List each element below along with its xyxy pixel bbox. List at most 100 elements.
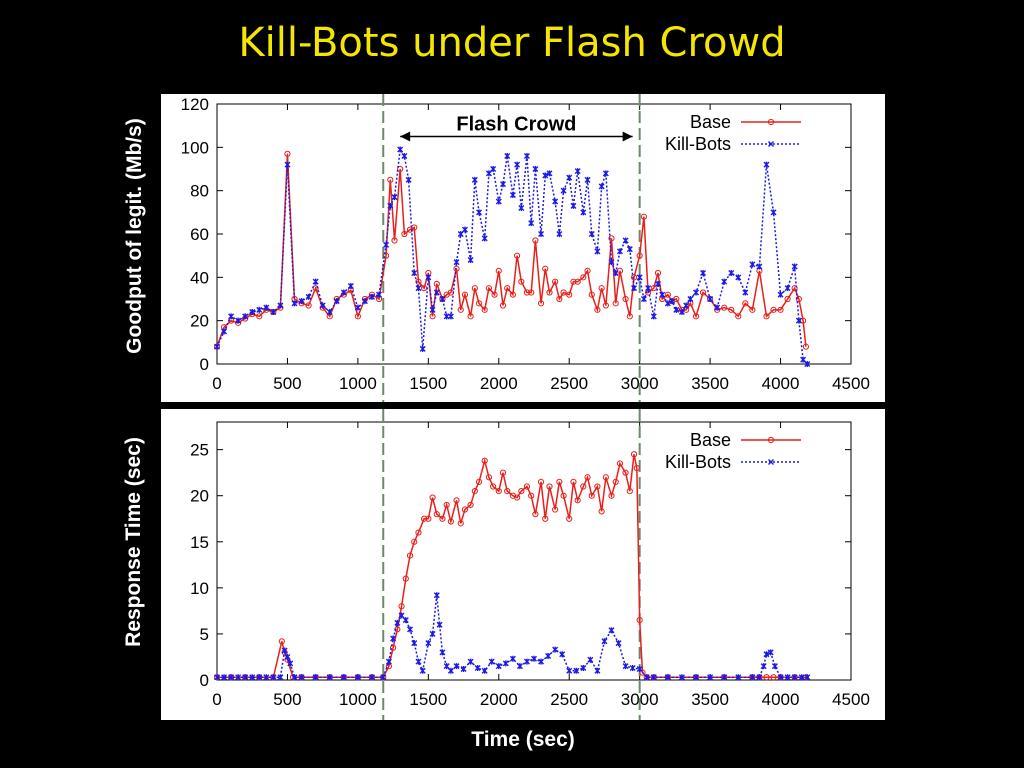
goodput-base-point bbox=[664, 291, 671, 298]
goodput-kill-bots-point bbox=[763, 161, 770, 168]
goodput-kill-bots-point bbox=[429, 306, 436, 313]
goodput-chart: 0 500 1000 1500 2000 2500 3000 3500 4000 45000204… bbox=[181, 94, 870, 402]
response-time-base-point bbox=[537, 478, 545, 485]
goodput-kill-bots-point bbox=[347, 283, 354, 289]
response-time-plot-frame bbox=[216, 421, 852, 681]
response-time-kill-bots-point bbox=[502, 660, 509, 667]
goodput-series-kill-bots-line bbox=[216, 147, 808, 365]
goodput-kill-bots-point bbox=[485, 170, 492, 177]
goodput-kill-bots-point bbox=[546, 170, 553, 177]
goodput-kill-bots-point bbox=[602, 170, 609, 177]
response-time-base-point bbox=[560, 492, 567, 499]
goodput-series-base-line bbox=[216, 153, 807, 347]
response-time-base-point bbox=[633, 464, 640, 472]
response-time-kill-bots-point bbox=[629, 665, 636, 672]
goodput-base-point bbox=[626, 313, 633, 320]
goodput-kill-bots-point bbox=[594, 248, 601, 255]
goodput-kill-bots-point bbox=[622, 237, 629, 244]
goodput-kill-bots-point bbox=[616, 248, 623, 255]
goodput-kill-bots-point bbox=[566, 174, 573, 181]
response-time-kill-bots-point bbox=[433, 592, 440, 599]
response-time-kill-bots-point bbox=[380, 674, 387, 681]
goodput-kill-bots-point bbox=[471, 176, 478, 183]
response-time-kill-bots-point bbox=[447, 667, 454, 674]
response-time-x-tick-label: 2500 bbox=[550, 690, 588, 709]
goodput-kill-bots-point bbox=[645, 285, 652, 292]
response-time-x-tick-label: 1000 bbox=[339, 690, 377, 709]
goodput-legend-label-kill-bots: Kill-Bots bbox=[665, 134, 731, 154]
goodput-kill-bots-point bbox=[784, 285, 791, 292]
response-time-kill-bots-point bbox=[425, 640, 432, 647]
response-time-kill-bots-point bbox=[650, 674, 657, 681]
response-time-kill-bots-point bbox=[538, 658, 545, 665]
response-time-base-point bbox=[278, 638, 285, 645]
goodput-y-tick-label: 40 bbox=[190, 268, 209, 287]
response-time-base-point bbox=[518, 488, 525, 495]
response-time-series-kill-bots-line bbox=[217, 595, 808, 678]
goodput-y-axis-label: Goodput of legit. (Mb/s) bbox=[123, 118, 146, 354]
response-time-kill-bots-point bbox=[735, 674, 742, 681]
goodput-x-tick-label: 1000 bbox=[339, 374, 377, 393]
goodput-base-point bbox=[622, 295, 629, 303]
response-time-base-point bbox=[552, 506, 559, 513]
goodput-kill-bots-point bbox=[457, 231, 464, 237]
response-time-base-point bbox=[421, 515, 428, 522]
response-time-base-point bbox=[495, 488, 502, 495]
goodput-base-point bbox=[354, 313, 361, 320]
goodput-base-point bbox=[532, 237, 539, 244]
goodput-kill-bots-point bbox=[354, 304, 361, 311]
goodput-kill-bots-point bbox=[387, 202, 394, 209]
goodput-base-point bbox=[546, 289, 553, 296]
goodput-base-point bbox=[770, 306, 777, 313]
goodput-kill-bots-point bbox=[608, 259, 615, 266]
response-time-base-point bbox=[580, 483, 587, 490]
goodput-base-point bbox=[640, 213, 647, 220]
goodput-kill-bots-point bbox=[263, 304, 270, 311]
goodput-base-point bbox=[411, 224, 418, 231]
response-time-series-base-line bbox=[217, 454, 806, 678]
goodput-base-point bbox=[523, 289, 531, 296]
response-time-kill-bots-point bbox=[573, 667, 580, 674]
goodput-kill-bots-point bbox=[242, 313, 249, 320]
response-time-kill-bots-point bbox=[587, 656, 594, 663]
goodput-kill-bots-point bbox=[249, 309, 256, 315]
goodput-y-tick-label: 80 bbox=[190, 182, 209, 201]
response-time-base-point bbox=[457, 520, 464, 527]
goodput-kill-bots-point bbox=[804, 361, 811, 367]
goodput-base-point bbox=[742, 300, 749, 307]
flash-crowd-arrow-right-head bbox=[622, 131, 633, 142]
goodput-kill-bots-point bbox=[631, 285, 638, 292]
response-time-base-point bbox=[513, 494, 521, 501]
response-time-legend-label-kill-bots: Kill-Bots bbox=[665, 452, 731, 472]
goodput-kill-bots-point bbox=[518, 205, 525, 211]
goodput-base-point bbox=[802, 343, 810, 350]
goodput-base-point bbox=[504, 285, 511, 292]
goodput-kill-bots-point bbox=[735, 274, 742, 281]
response-time-legend-label-base: Base bbox=[690, 430, 731, 450]
response-time-kill-bots-point bbox=[636, 665, 643, 672]
response-time-base-point bbox=[574, 497, 581, 504]
response-time-kill-bots-point bbox=[763, 651, 770, 658]
goodput-base-point bbox=[542, 265, 549, 272]
goodput-kill-bots-point bbox=[570, 202, 577, 209]
response-time-kill-bots-point bbox=[326, 674, 333, 681]
response-time-kill-bots-point bbox=[281, 647, 288, 654]
goodput-x-tick-label: 0 bbox=[212, 374, 221, 393]
response-time-base-point bbox=[594, 483, 601, 490]
goodput-kill-bots-point bbox=[728, 270, 735, 276]
goodput-x-tick-label: 500 bbox=[273, 374, 301, 393]
goodput-kill-bots-point bbox=[453, 259, 460, 266]
goodput-base-point bbox=[795, 295, 802, 303]
response-time-base-point bbox=[616, 460, 624, 467]
response-time-x-tick-label: 0 bbox=[212, 690, 221, 709]
response-time-kill-bots-point bbox=[495, 663, 502, 670]
goodput-kill-bots-point bbox=[495, 198, 502, 205]
response-time-base-point bbox=[439, 515, 446, 522]
goodput-kill-bots-point bbox=[795, 317, 802, 324]
goodput-base-point bbox=[735, 313, 742, 320]
goodput-kill-bots-point bbox=[228, 313, 235, 320]
goodput-base-point bbox=[499, 302, 507, 309]
response-time-kill-bots-point bbox=[270, 674, 277, 681]
response-time-kill-bots-point bbox=[749, 674, 756, 681]
goodput-x-tick-label: 2500 bbox=[550, 374, 588, 393]
